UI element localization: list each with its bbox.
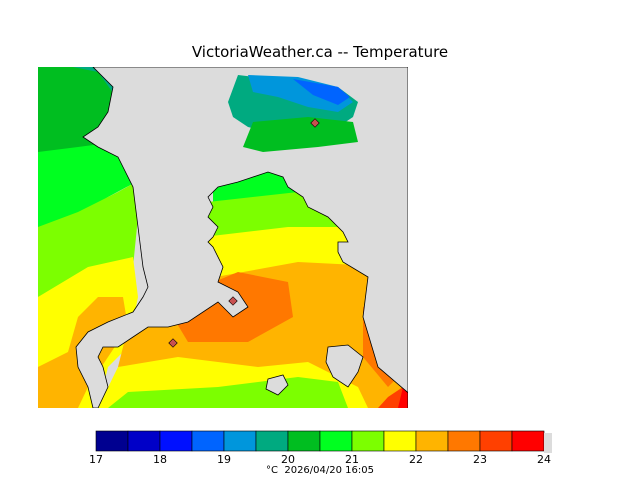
island-east [325,344,364,388]
legend-swatch-12 [479,430,513,452]
legend-swatch-2 [159,430,193,452]
legend-swatch-6 [287,430,321,452]
legend-tick-label: 19 [217,453,231,465]
temperature-map [38,67,408,408]
legend-tick-label: 21 [345,453,359,465]
legend-tick-label: 24 [537,453,551,465]
legend-tick-label: 20 [281,453,295,465]
legend-tick-label: 17 [89,453,103,465]
legend-swatch-9 [383,430,417,452]
legend-overflow-block [544,433,552,453]
legend-swatch-11 [447,430,481,452]
legend-swatch-7 [319,430,353,452]
legend-tick-label: 22 [409,453,423,465]
legend-swatch-1 [127,430,161,452]
legend-unit: °C [266,465,278,476]
station-markers [168,118,320,348]
legend-swatch-13 [511,430,545,452]
temperature-legend: 17 18 19 20 21 22 23 24 [89,430,552,465]
station-southwest [168,338,178,348]
station-north [310,118,320,128]
legend-swatch-3 [191,430,225,452]
map-title: VictoriaWeather.ca -- Temperature [191,43,449,61]
legend-swatch-10 [415,430,449,452]
inlet-water [228,75,358,152]
legend-swatch-8 [351,430,385,452]
legend-tick-label: 23 [473,453,487,465]
vancouver-island-land [75,67,408,408]
legend-swatch-4 [223,430,257,452]
coastline [75,67,408,408]
island-south [265,374,289,396]
legend-swatches [95,430,545,452]
legend-tick-label: 18 [153,453,167,465]
station-central [228,296,238,306]
legend-swatch-5 [255,430,289,452]
legend-ticks: 17 18 19 20 21 22 23 24 [89,453,551,465]
legend-timestamp: 2026/04/20 16:05 [284,465,374,476]
legend-caption: °C 2026/04/20 16:05 [0,465,640,476]
legend-swatch-0 [95,430,129,452]
